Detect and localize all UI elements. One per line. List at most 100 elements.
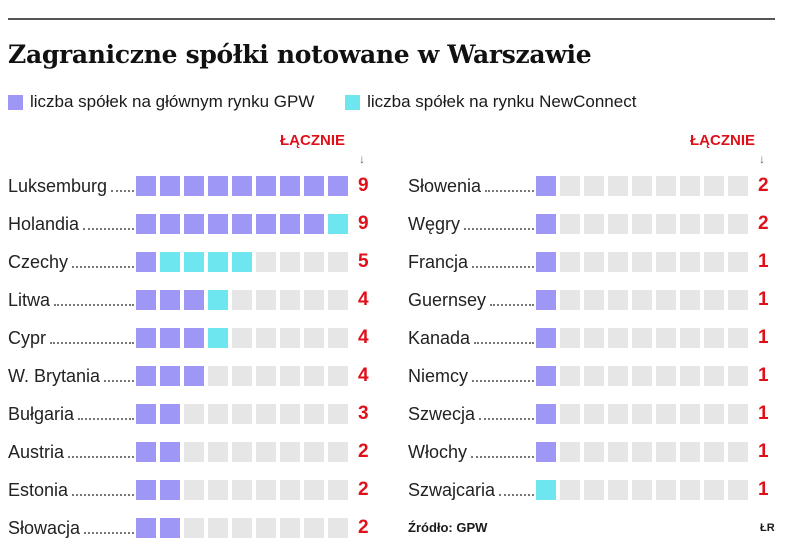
empty-unit [728,252,748,272]
newconnect-unit [208,252,228,272]
empty-unit [304,366,324,386]
newconnect-unit [160,252,180,272]
empty-unit [280,328,300,348]
empty-unit [328,404,348,424]
empty-unit [680,290,700,310]
empty-unit [280,404,300,424]
empty-unit [608,214,628,234]
empty-unit [584,442,604,462]
unit-blocks [136,214,352,234]
empty-unit [680,480,700,500]
empty-unit [280,252,300,272]
total-value: 1 [758,289,769,310]
empty-unit [232,518,252,538]
total-value: 2 [358,479,369,500]
empty-unit [232,404,252,424]
main-market-unit [536,366,556,386]
empty-unit [560,290,580,310]
country-label: Francja [408,252,469,272]
main-market-unit [536,214,556,234]
empty-unit [328,328,348,348]
empty-unit [328,442,348,462]
legend-item-newconnect: liczba spółek na rynku NewConnect [345,92,636,112]
empty-unit [328,290,348,310]
main-market-unit [536,176,556,196]
empty-unit [680,252,700,272]
empty-unit [304,328,324,348]
total-value: 4 [358,327,369,348]
empty-unit [728,328,748,348]
empty-unit [680,404,700,424]
empty-unit [656,404,676,424]
main-market-unit [184,290,204,310]
empty-unit [256,404,276,424]
total-value: 2 [758,213,769,234]
country-label: Szwecja [408,404,476,424]
main-market-unit [184,366,204,386]
empty-unit [256,442,276,462]
unit-blocks [136,518,352,538]
empty-unit [280,518,300,538]
main-market-unit [280,214,300,234]
empty-unit [608,290,628,310]
empty-unit [304,518,324,538]
total-header-right: ŁĄCZNIE [690,132,755,149]
empty-unit [232,328,252,348]
leader-dots [479,418,534,420]
empty-unit [608,328,628,348]
empty-unit [704,404,724,424]
total-value: 1 [758,403,769,424]
empty-unit [728,404,748,424]
empty-unit [560,404,580,424]
empty-unit [560,176,580,196]
main-market-unit [232,214,252,234]
country-label: Cypr [8,328,47,348]
unit-blocks [136,480,352,500]
main-market-unit [136,480,156,500]
main-market-unit [160,290,180,310]
top-rule [8,18,775,20]
main-market-unit [160,442,180,462]
empty-unit [704,328,724,348]
newconnect-unit [184,252,204,272]
total-value: 5 [358,251,369,272]
empty-unit [328,480,348,500]
unit-blocks [536,442,752,462]
empty-unit [328,518,348,538]
empty-unit [304,480,324,500]
country-label: W. Brytania [8,366,101,386]
empty-unit [256,518,276,538]
leader-dots [84,532,134,534]
total-value: 1 [758,441,769,462]
main-market-unit [136,404,156,424]
empty-unit [256,290,276,310]
empty-unit [584,252,604,272]
empty-unit [656,214,676,234]
leader-dots [83,228,134,230]
main-market-unit [160,404,180,424]
newconnect-unit [232,252,252,272]
country-label: Słowacja [8,518,81,538]
main-market-unit [184,328,204,348]
main-market-unit [160,176,180,196]
empty-unit [656,176,676,196]
unit-blocks [536,328,752,348]
empty-unit [232,480,252,500]
empty-unit [184,404,204,424]
source-note: Źródło: GPW [408,520,488,535]
main-market-unit [136,290,156,310]
empty-unit [656,290,676,310]
country-label: Słowenia [408,176,482,196]
empty-unit [584,328,604,348]
leader-dots [485,190,534,192]
country-label: Litwa [8,290,51,310]
empty-unit [584,176,604,196]
country-label: Czechy [8,252,69,272]
leader-dots [464,228,534,230]
empty-unit [728,176,748,196]
empty-unit [632,442,652,462]
chart-title: Zagraniczne spółki notowane w Warszawie [8,40,592,69]
empty-unit [232,442,252,462]
main-market-unit [160,518,180,538]
empty-unit [584,366,604,386]
